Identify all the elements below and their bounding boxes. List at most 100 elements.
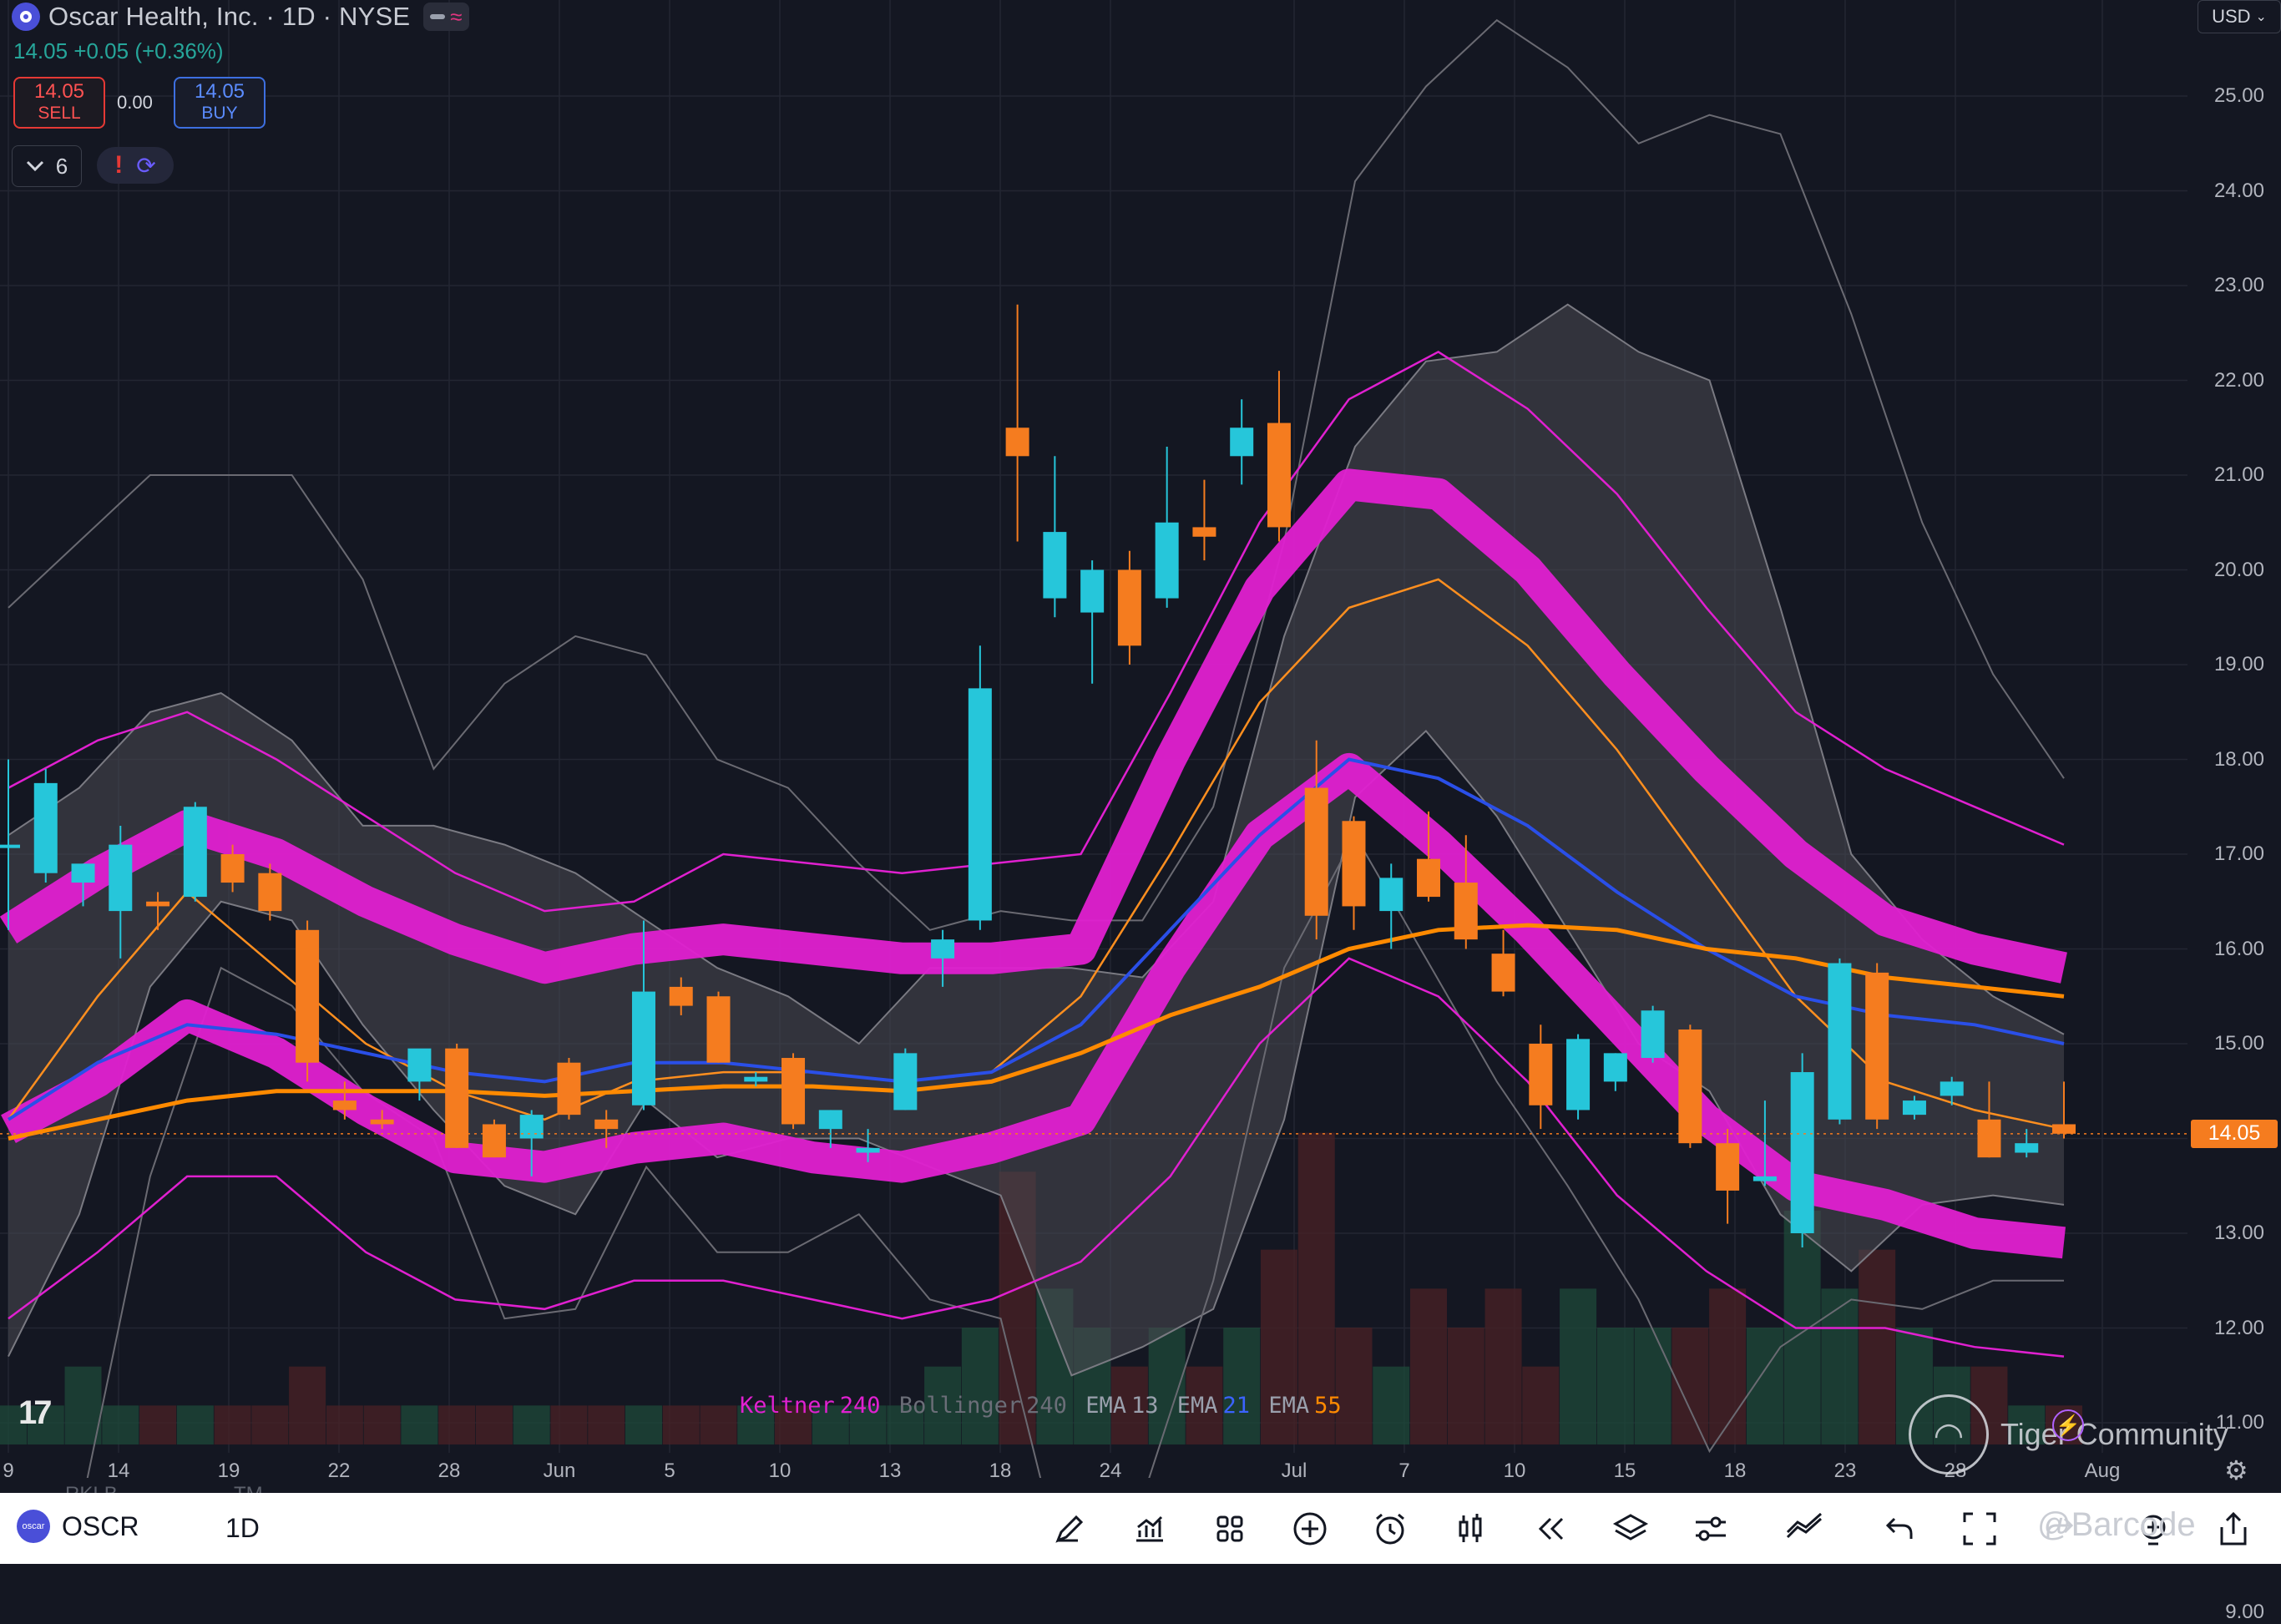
candle bbox=[1117, 550, 1141, 665]
pen-icon[interactable] bbox=[1047, 1506, 1092, 1551]
gear-icon[interactable]: ⚙ bbox=[2224, 1455, 2248, 1485]
volume-bar bbox=[326, 1405, 363, 1444]
volume-bar bbox=[513, 1405, 550, 1444]
price-tick: 18.00 bbox=[2213, 747, 2264, 771]
candle-body bbox=[109, 844, 133, 912]
candle bbox=[1230, 399, 1254, 485]
volume-bar bbox=[588, 1405, 625, 1444]
plus-circle-icon[interactable] bbox=[1287, 1506, 1333, 1551]
volume-bar bbox=[1484, 1288, 1522, 1444]
layers-icon[interactable] bbox=[1608, 1506, 1653, 1551]
candle-body bbox=[33, 782, 58, 873]
buy-label: BUY bbox=[201, 104, 238, 123]
candle-body bbox=[893, 1053, 918, 1110]
interval-selector[interactable]: 1D bbox=[225, 1513, 260, 1543]
indicators-toggle[interactable]: 6 bbox=[12, 145, 82, 187]
candle-body bbox=[2015, 1143, 2039, 1153]
legend-bollinger: Bollinger bbox=[898, 1393, 1022, 1419]
candle-body bbox=[1117, 569, 1141, 646]
legend-ema21-len: 21 bbox=[1222, 1393, 1251, 1419]
candle-body bbox=[744, 1076, 768, 1082]
volume-bar bbox=[1297, 1132, 1335, 1444]
candle-body bbox=[1230, 428, 1254, 457]
volume-bar bbox=[27, 1405, 64, 1444]
volume-bar bbox=[176, 1405, 214, 1444]
time-axis[interactable]: 9 14 19 22 28 Jun 5 10 13 18 24 Jul 7 10 15 18 23 28 Aug bbox=[0, 1444, 2187, 1495]
replay-icon[interactable] bbox=[1528, 1506, 1573, 1551]
candle-body bbox=[856, 1147, 880, 1153]
legend-ema55-len: 55 bbox=[1314, 1393, 1342, 1419]
chart-icon[interactable] bbox=[1127, 1506, 1172, 1551]
candles[interactable] bbox=[0, 304, 2076, 1248]
candle bbox=[557, 1058, 581, 1120]
candle bbox=[1005, 304, 1029, 542]
share-icon[interactable] bbox=[2211, 1506, 2256, 1551]
candle-body bbox=[296, 929, 320, 1063]
header-controls[interactable]: ≈ bbox=[423, 3, 469, 31]
bollinger-fill bbox=[8, 304, 2064, 1376]
candle-body bbox=[519, 1115, 544, 1139]
candle-body bbox=[1267, 422, 1291, 528]
time-tick: Jul bbox=[1281, 1460, 1307, 1482]
time-tick: 13 bbox=[878, 1460, 902, 1482]
keltner-lower bbox=[8, 957, 2065, 1358]
collapse-icon[interactable] bbox=[430, 14, 446, 19]
price-axis[interactable]: 25.00 24.00 23.00 22.00 21.00 20.00 19.00 18.00… bbox=[2187, 0, 2281, 1623]
volume-bar bbox=[1596, 1328, 1634, 1444]
redo-icon[interactable] bbox=[2037, 1506, 2082, 1551]
sell-button[interactable]: 14.05 SELL bbox=[13, 77, 105, 129]
time-tick: 10 bbox=[768, 1460, 792, 1482]
warning-icon[interactable]: ! bbox=[114, 151, 124, 179]
legend-ema55: EMA bbox=[1268, 1393, 1310, 1419]
volume-bar bbox=[1859, 1249, 1896, 1444]
time-tick: 9 bbox=[3, 1460, 14, 1482]
candle bbox=[220, 844, 245, 893]
candle bbox=[33, 768, 58, 883]
price-chart[interactable] bbox=[0, 0, 2187, 1478]
add-indicator-icon[interactable] bbox=[2131, 1506, 2176, 1551]
flash-icon[interactable]: ⚡ bbox=[2052, 1409, 2084, 1441]
keltner-band-upper bbox=[0, 468, 2067, 984]
candle bbox=[370, 1110, 394, 1130]
symbol-header[interactable]: Oscar Health, Inc. · 1D · NYSE ≈ bbox=[12, 0, 469, 33]
candle bbox=[631, 920, 655, 1110]
sync-icon[interactable]: ⟳ bbox=[136, 152, 156, 179]
volume-bar bbox=[1634, 1328, 1672, 1444]
candle-body bbox=[482, 1124, 506, 1158]
buy-button[interactable]: 14.05 BUY bbox=[174, 77, 266, 129]
currency-label: USD bbox=[2212, 6, 2251, 27]
candle-body bbox=[1977, 1119, 2001, 1158]
candle bbox=[931, 929, 955, 987]
candle-body bbox=[1828, 963, 1852, 1120]
currency-selector[interactable]: USD ⌄ bbox=[2198, 0, 2281, 33]
candle bbox=[594, 1110, 619, 1148]
volume-bar bbox=[961, 1328, 999, 1444]
tradingview-logo-icon[interactable]: 17 bbox=[18, 1394, 52, 1431]
alarm-icon[interactable] bbox=[1368, 1506, 1413, 1551]
settings-icon[interactable] bbox=[1688, 1506, 1733, 1551]
volume-bar bbox=[625, 1405, 662, 1444]
bollinger-upper bbox=[8, 18, 2065, 931]
time-tick: 15 bbox=[1613, 1460, 1636, 1482]
time-tick: 18 bbox=[1723, 1460, 1747, 1482]
bollinger-lower bbox=[86, 833, 2064, 1478]
time-tick: 7 bbox=[1398, 1460, 1410, 1482]
compare-icon[interactable] bbox=[1782, 1506, 1827, 1551]
status-pill[interactable]: ! ⟳ bbox=[97, 147, 174, 184]
price-change-pct: (+0.36%) bbox=[134, 38, 224, 63]
candle-body bbox=[71, 863, 95, 883]
grid-icon[interactable] bbox=[1207, 1506, 1252, 1551]
candles-icon[interactable] bbox=[1448, 1506, 1493, 1551]
symbol-selector[interactable]: oscar OSCR bbox=[17, 1510, 139, 1543]
undo-icon[interactable] bbox=[1877, 1506, 1922, 1551]
candle bbox=[968, 645, 992, 930]
fullscreen-icon[interactable] bbox=[1957, 1506, 2002, 1551]
candle-body bbox=[1902, 1100, 1926, 1116]
candle bbox=[258, 863, 282, 921]
sell-price: 14.05 bbox=[33, 80, 85, 103]
wave-icon[interactable]: ≈ bbox=[450, 4, 463, 29]
candle bbox=[818, 1110, 842, 1148]
volume-bar bbox=[849, 1405, 887, 1444]
volume-bar bbox=[251, 1405, 289, 1444]
